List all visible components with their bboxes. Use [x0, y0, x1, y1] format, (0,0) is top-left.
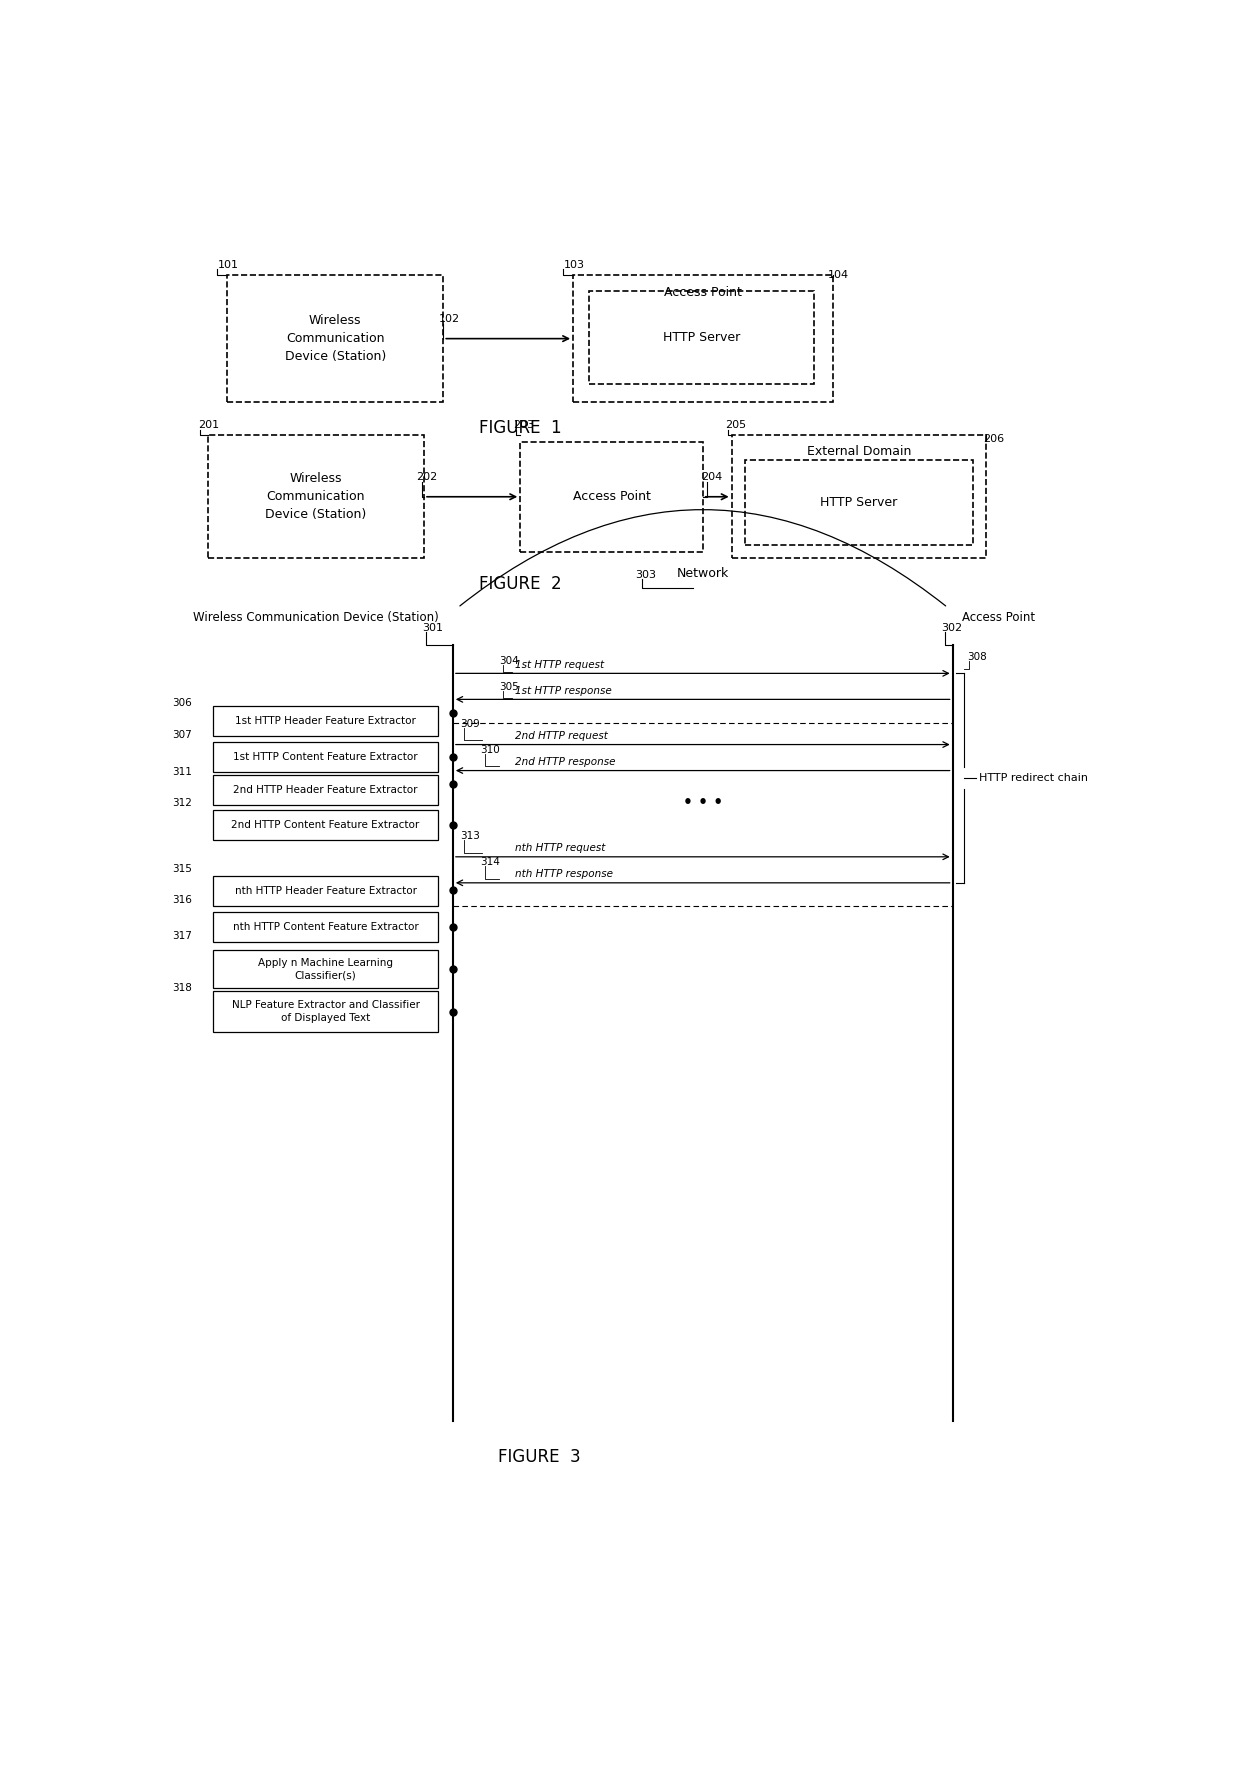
- Text: 201: 201: [198, 420, 219, 430]
- Text: 2nd HTTP Content Feature Extractor: 2nd HTTP Content Feature Extractor: [232, 820, 419, 830]
- Text: 1st HTTP Header Feature Extractor: 1st HTTP Header Feature Extractor: [236, 717, 415, 725]
- Text: 1st HTTP response: 1st HTTP response: [516, 686, 613, 695]
- Text: 2nd HTTP Header Feature Extractor: 2nd HTTP Header Feature Extractor: [233, 784, 418, 795]
- Bar: [213, 741, 439, 772]
- Text: External Domain: External Domain: [807, 444, 911, 457]
- Text: 101: 101: [217, 260, 238, 270]
- Text: 2nd HTTP response: 2nd HTTP response: [516, 757, 616, 766]
- Text: 303: 303: [635, 569, 656, 580]
- Text: 102: 102: [439, 315, 460, 324]
- Text: Access Point: Access Point: [573, 491, 651, 503]
- Text: NLP Feature Extractor and Classifier
of Displayed Text: NLP Feature Extractor and Classifier of …: [232, 1001, 419, 1022]
- Text: nth HTTP response: nth HTTP response: [516, 869, 614, 880]
- Text: nth HTTP request: nth HTTP request: [516, 843, 606, 853]
- Bar: [213, 949, 439, 989]
- Text: Access Point: Access Point: [663, 286, 742, 299]
- Text: HTTP Server: HTTP Server: [663, 331, 740, 345]
- Bar: [208, 436, 424, 558]
- Bar: [213, 877, 439, 907]
- Text: 310: 310: [480, 745, 500, 756]
- Text: 306: 306: [172, 699, 192, 708]
- Bar: [732, 436, 986, 558]
- Text: 204: 204: [701, 473, 722, 482]
- Text: 103: 103: [563, 260, 584, 270]
- Text: Apply n Machine Learning
Classifier(s): Apply n Machine Learning Classifier(s): [258, 958, 393, 980]
- Text: 2nd HTTP request: 2nd HTTP request: [516, 731, 609, 741]
- Text: 206: 206: [983, 434, 1004, 444]
- Text: • • •: • • •: [683, 795, 723, 809]
- Text: HTTP redirect chain: HTTP redirect chain: [978, 773, 1087, 782]
- Bar: [573, 276, 832, 402]
- Text: 302: 302: [941, 622, 962, 633]
- Text: 313: 313: [460, 830, 480, 841]
- Text: FIGURE  3: FIGURE 3: [498, 1449, 580, 1467]
- Bar: [227, 276, 444, 402]
- Text: 304: 304: [498, 656, 518, 665]
- Text: Network: Network: [677, 567, 729, 580]
- Bar: [213, 990, 439, 1031]
- Text: 1st HTTP Content Feature Extractor: 1st HTTP Content Feature Extractor: [233, 752, 418, 763]
- Text: 205: 205: [725, 420, 746, 430]
- Text: 203: 203: [513, 420, 534, 430]
- Text: 202: 202: [417, 473, 438, 482]
- Text: 315: 315: [172, 864, 192, 873]
- Bar: [213, 775, 439, 805]
- Text: Wireless Communication Device (Station): Wireless Communication Device (Station): [193, 612, 439, 624]
- Bar: [213, 912, 439, 942]
- Text: 312: 312: [172, 798, 192, 809]
- Text: FIGURE  1: FIGURE 1: [479, 418, 562, 437]
- Text: 316: 316: [172, 896, 192, 905]
- Bar: [521, 443, 703, 551]
- Text: Wireless
Communication
Device (Station): Wireless Communication Device (Station): [284, 315, 386, 363]
- Text: HTTP Server: HTTP Server: [821, 496, 898, 509]
- Text: 104: 104: [828, 270, 849, 279]
- Text: nth HTTP Header Feature Extractor: nth HTTP Header Feature Extractor: [234, 885, 417, 896]
- Bar: [745, 461, 973, 544]
- Text: 317: 317: [172, 932, 192, 941]
- Bar: [213, 706, 439, 736]
- Text: Access Point: Access Point: [962, 612, 1035, 624]
- Text: 308: 308: [967, 653, 987, 661]
- Bar: [213, 811, 439, 841]
- Text: 301: 301: [422, 622, 443, 633]
- Text: 305: 305: [498, 681, 518, 692]
- Text: 309: 309: [460, 718, 480, 729]
- Text: 307: 307: [172, 729, 192, 740]
- Text: Wireless
Communication
Device (Station): Wireless Communication Device (Station): [265, 473, 367, 521]
- Text: nth HTTP Content Feature Extractor: nth HTTP Content Feature Extractor: [233, 921, 418, 932]
- Text: 314: 314: [480, 857, 500, 868]
- Text: 318: 318: [172, 983, 192, 992]
- Text: 1st HTTP request: 1st HTTP request: [516, 660, 605, 670]
- Bar: [589, 292, 815, 384]
- Text: 311: 311: [172, 766, 192, 777]
- Text: FIGURE  2: FIGURE 2: [479, 574, 562, 592]
